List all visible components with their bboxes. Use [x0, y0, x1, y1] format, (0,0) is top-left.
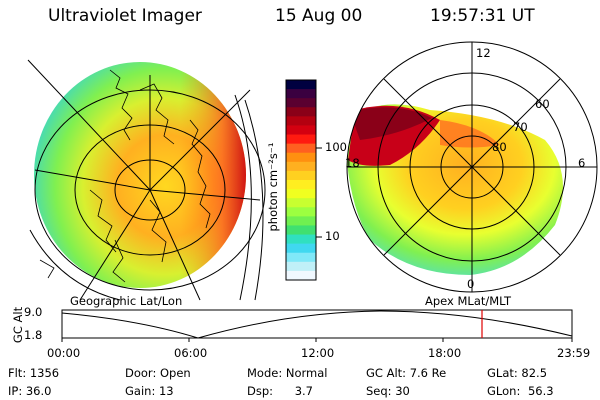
info-dsp: Dsp: 3.7	[247, 384, 313, 398]
time-tick-1800: 18:00	[428, 346, 462, 360]
lat-label-70: 70	[513, 120, 528, 134]
colorbar-swatch	[286, 89, 316, 99]
mode-label: Mode:	[247, 366, 283, 380]
mode-value: Normal	[285, 366, 328, 380]
mlt-label-6: 6	[578, 156, 586, 170]
mlt-label-18: 18	[345, 156, 360, 170]
mlt-label-12: 12	[476, 46, 491, 60]
time-tick-2359: 23:59	[557, 346, 591, 360]
colorbar-swatch	[286, 243, 316, 254]
colorbar-swatch	[286, 161, 316, 172]
flt-value: 1356	[29, 366, 60, 380]
colorbar-swatch	[286, 198, 316, 208]
gcalt-value: 7.6 Re	[409, 366, 447, 380]
colorbar-swatch	[286, 180, 316, 190]
info-glat: GLat: 82.5	[487, 366, 547, 380]
colorbar-swatch	[286, 170, 316, 181]
colorbar-swatch	[286, 261, 316, 272]
colorbar-swatch	[286, 234, 316, 245]
colorbar-swatch	[286, 270, 316, 281]
info-mode: Mode: Normal	[247, 366, 327, 380]
ip-label: IP:	[8, 384, 23, 398]
colorbar-swatch	[286, 116, 316, 127]
glon-value: 56.3	[527, 384, 554, 398]
altitude-plot	[61, 309, 573, 342]
info-gcalt: GC Alt: 7.6 Re	[366, 366, 446, 380]
lat-label-80: 80	[492, 140, 507, 154]
info-glon: GLon: 56.3	[487, 384, 554, 398]
info-gain: Gain: 13	[125, 384, 174, 398]
right-panel-caption: Apex MLat/MLT	[425, 294, 512, 308]
mlt-label-0: 0	[467, 277, 475, 291]
colorbar-swatch	[286, 152, 316, 163]
gain-value: 13	[158, 384, 174, 398]
info-ip: IP: 36.0	[8, 384, 51, 398]
seq-label: Seq:	[366, 384, 392, 398]
colorbar-swatch	[286, 189, 316, 199]
time-tick-1200: 12:00	[301, 346, 335, 360]
coastlines	[39, 69, 211, 283]
geographic-map	[27, 59, 266, 301]
colorbar-swatch	[286, 252, 316, 263]
instrument-title: Ultraviolet Imager	[48, 6, 202, 26]
altitude-curve	[61, 310, 573, 339]
graticule	[27, 59, 266, 301]
time-tick-0600: 06:00	[174, 346, 208, 360]
time-tick-0000: 00:00	[47, 346, 81, 360]
colorbar-tick-100: 100	[325, 140, 347, 154]
altitude-ytick-min: 1.8	[24, 328, 43, 342]
gcalt-label: GC Alt:	[366, 366, 407, 380]
info-seq: Seq: 30	[366, 384, 410, 398]
colorbar-swatch	[286, 207, 316, 217]
altitude-ytick-max: 9.0	[24, 305, 43, 319]
flt-label: Flt:	[8, 366, 27, 380]
seq-value: 30	[395, 384, 410, 398]
dsp-label: Dsp:	[247, 384, 274, 398]
left-panel-caption: Geographic Lat/Lon	[70, 294, 183, 308]
colorbar-swatch	[286, 125, 316, 136]
colorbar-frame	[285, 79, 317, 281]
info-door: Door: Open	[125, 366, 191, 380]
door-label: Door:	[125, 366, 157, 380]
colorbar-swatch	[286, 80, 316, 90]
magnetic-polar-plot	[346, 41, 598, 293]
glon-label: GLon:	[487, 384, 521, 398]
colorbar-swatch	[286, 143, 316, 154]
glat-value: 82.5	[521, 366, 548, 380]
gain-label: Gain:	[125, 384, 156, 398]
door-value: Open	[159, 366, 191, 380]
colorbar-swatch	[286, 107, 316, 117]
colorbar-swatch	[286, 98, 316, 108]
colorbar-swatch	[286, 225, 316, 236]
colorbar-tick-10: 10	[325, 229, 340, 243]
colorbar-swatch	[286, 216, 316, 227]
ip-value: 36.0	[25, 384, 52, 398]
time-label: 19:57:31 UT	[430, 6, 535, 26]
lat-label-60: 60	[535, 97, 550, 111]
altitude-plot-frame	[61, 309, 573, 339]
colorbar-swatch	[286, 134, 316, 145]
info-flt: Flt: 1356	[8, 366, 59, 380]
dsp-value: 3.7	[294, 384, 313, 398]
glat-label: GLat:	[487, 366, 518, 380]
colorbar	[285, 79, 322, 281]
date-label: 15 Aug 00	[275, 6, 363, 26]
